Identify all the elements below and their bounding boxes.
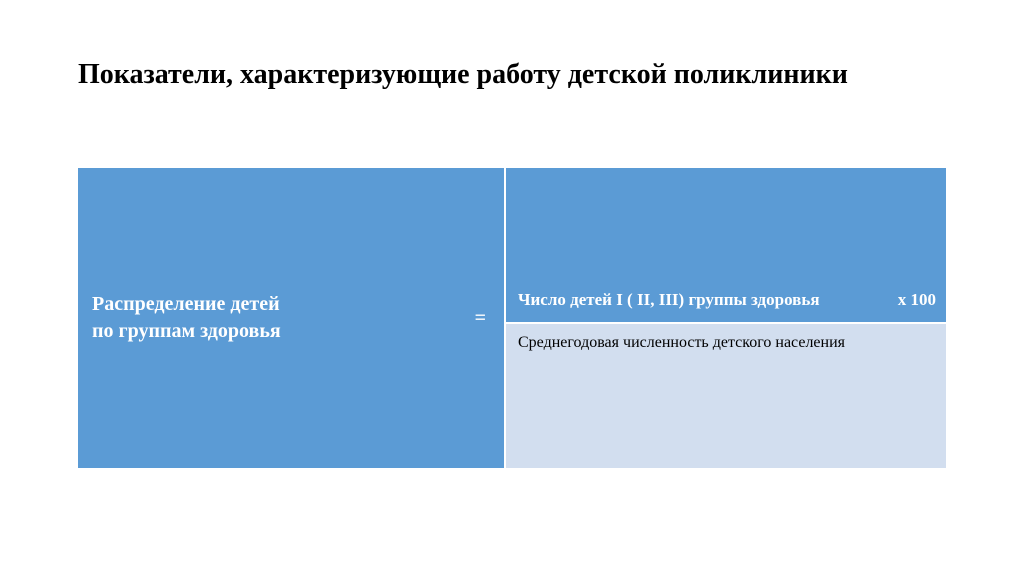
- denominator-text: Среднегодовая численность детского насел…: [518, 334, 936, 352]
- denominator-cell: Среднегодовая численность детского насел…: [506, 324, 946, 468]
- formula-name: Распределение детей по группам здоровья: [78, 291, 281, 345]
- numerator-cell: Число детей I ( II, III) группы здоровья…: [506, 168, 946, 324]
- equals-sign: =: [475, 168, 486, 468]
- page-title: Показатели, характеризующие работу детск…: [78, 58, 948, 91]
- slide: Показатели, характеризующие работу детск…: [0, 0, 1024, 576]
- formula-name-line2: по группам здоровья: [92, 320, 281, 342]
- formula-right: Число детей I ( II, III) группы здоровья…: [506, 168, 946, 468]
- formula-left-cell: Распределение детей по группам здоровья …: [78, 168, 506, 468]
- numerator-main: Число детей I ( II, III) группы здоровья: [518, 290, 820, 310]
- formula-table: Распределение детей по группам здоровья …: [78, 168, 946, 468]
- numerator-mult: х 100: [898, 290, 936, 310]
- numerator-text: Число детей I ( II, III) группы здоровья…: [518, 290, 936, 310]
- formula-name-line1: Распределение детей: [92, 293, 280, 315]
